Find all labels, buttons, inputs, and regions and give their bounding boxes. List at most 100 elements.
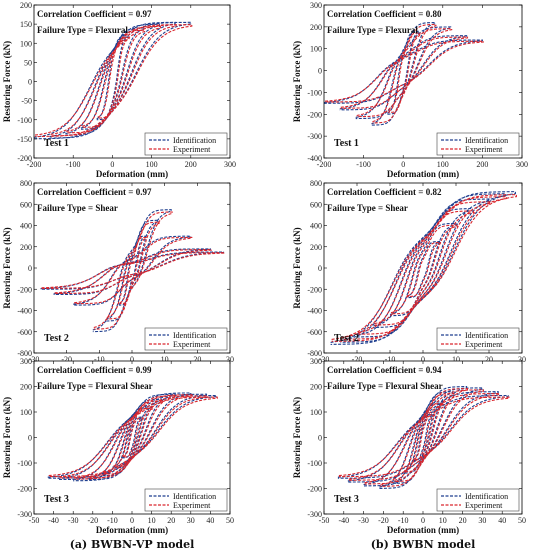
experiment-series-line: [331, 194, 517, 342]
correlation-annotation: Correlation Coefficient = 0.97: [37, 9, 152, 19]
failure-type-annotation: Failure Type = Shear: [327, 203, 408, 213]
y-tick-label: -200: [17, 285, 32, 294]
x-tick-label: -10: [94, 355, 105, 364]
chart-panel-b-test3: -50 -40 -30 -20 -10 0 10 20 30 40 50-300-200-10001…: [292, 357, 526, 535]
y-tick-label: -800: [307, 349, 322, 358]
x-tick-label: 0: [401, 160, 405, 169]
y-tick-label: -200: [17, 485, 32, 494]
y-tick-label: 0: [318, 434, 322, 443]
y-tick-label: 600: [310, 200, 322, 209]
legend-entry-identification: Identification: [465, 331, 508, 340]
caption-a: (a) BWBN-VP model: [70, 538, 195, 551]
x-tick-label: 20: [167, 516, 175, 525]
x-tick-label: -20: [378, 516, 389, 525]
correlation-value: 0.82: [426, 187, 442, 197]
x-tick-label: -30: [29, 355, 40, 364]
y-tick-label: 800: [310, 179, 322, 188]
failure-value: Shear: [385, 203, 408, 213]
y-tick-label: 300: [310, 1, 322, 10]
y-tick-label: 400: [310, 222, 322, 231]
identification-series-line: [324, 22, 483, 126]
x-tick-label: 0: [130, 516, 134, 525]
correlation-value: 0.94: [426, 365, 442, 375]
failure-type-annotation: Failure Type = Flexural Shear: [37, 381, 153, 391]
y-tick-label: -100: [307, 88, 322, 97]
experiment-series-line: [48, 394, 218, 480]
y-tick-label: 0: [28, 264, 32, 273]
y-tick-label: 100: [310, 408, 322, 417]
x-tick-label: -50: [29, 516, 40, 525]
failure-label: Failure Type =: [327, 25, 385, 35]
y-tick-label: 300: [310, 357, 322, 366]
plot-area: [324, 361, 522, 514]
y-tick-label: 600: [20, 200, 32, 209]
legend-entry-experiment: Experiment: [173, 501, 211, 510]
y-tick-label: 0: [28, 434, 32, 443]
y-tick-label: 0: [28, 78, 32, 87]
x-tick-label: -50: [319, 516, 330, 525]
hysteresis-curves: [47, 392, 218, 482]
y-tick-label: -400: [307, 307, 322, 316]
y-tick-label: 200: [20, 243, 32, 252]
x-tick-label: 40: [206, 516, 214, 525]
y-axis-label: Restoring Force (kN): [292, 41, 302, 122]
y-tick-label: 100: [310, 45, 322, 54]
legend-entry-experiment: Experiment: [465, 145, 503, 154]
y-tick-label: -100: [17, 116, 32, 125]
test-label: Test 1: [334, 138, 359, 149]
correlation-label: Correlation Coefficient =: [37, 365, 136, 375]
legend-entry-experiment: Experiment: [465, 501, 503, 510]
x-tick-label: 30: [226, 355, 234, 364]
plot-area: [34, 361, 230, 514]
legend-entry-experiment: Experiment: [173, 145, 211, 154]
y-axis-label: Restoring Force (kN): [292, 397, 302, 478]
correlation-annotation: Correlation Coefficient = 0.94: [327, 365, 442, 375]
legend-entry-experiment: Experiment: [173, 340, 211, 349]
x-tick-label: 0: [110, 160, 114, 169]
x-tick-label: -30: [319, 355, 330, 364]
y-axis-label: Restoring Force (kN): [2, 397, 12, 478]
caption-b: (b) BWBN model: [371, 538, 476, 551]
legend-entry-identification: Identification: [173, 331, 216, 340]
x-tick-label: 0: [130, 355, 134, 364]
y-tick-label: -200: [307, 485, 322, 494]
y-tick-label: 200: [310, 383, 322, 392]
x-tick-label: 100: [146, 160, 158, 169]
x-tick-label: 50: [518, 516, 526, 525]
test-label: Test 3: [334, 494, 359, 505]
x-axis-label: Deformation (mm): [96, 169, 168, 179]
x-tick-label: 20: [459, 516, 467, 525]
y-tick-label: -150: [17, 135, 32, 144]
y-tick-label: 800: [20, 179, 32, 188]
y-tick-label: 400: [20, 222, 32, 231]
failure-type-annotation: Failure Type = Flexural Shear: [327, 381, 443, 391]
x-tick-label: 10: [161, 355, 169, 364]
test-label: Test 2: [44, 333, 69, 344]
y-tick-label: -600: [17, 328, 32, 337]
plot-area: [34, 183, 230, 353]
x-tick-label: 10: [439, 516, 447, 525]
x-axis-label: Deformation (mm): [96, 525, 168, 535]
x-tick-label: -200: [27, 160, 42, 169]
failure-value: Flexural Shear: [95, 381, 152, 391]
correlation-value: 0.97: [136, 187, 152, 197]
x-tick-label: -40: [48, 516, 59, 525]
correlation-label: Correlation Coefficient =: [37, 9, 136, 19]
failure-label: Failure Type =: [37, 25, 95, 35]
failure-label: Failure Type =: [37, 381, 95, 391]
x-tick-label: 200: [476, 160, 488, 169]
x-tick-label: -200: [317, 160, 332, 169]
chart-panel-a-test2: -30 -20 -10 0 10 20 30 -800 -600 -400 -200 0 200 400 6…: [2, 179, 234, 374]
x-tick-label: 100: [437, 160, 449, 169]
y-tick-label: 200: [20, 1, 32, 10]
x-tick-label: 30: [187, 516, 195, 525]
correlation-label: Correlation Coefficient =: [327, 187, 426, 197]
failure-label: Failure Type =: [37, 203, 95, 213]
y-tick-label: -800: [17, 349, 32, 358]
y-tick-label: -300: [307, 510, 322, 519]
correlation-annotation: Correlation Coefficient = 0.97: [37, 187, 152, 197]
x-tick-label: -10: [385, 355, 396, 364]
